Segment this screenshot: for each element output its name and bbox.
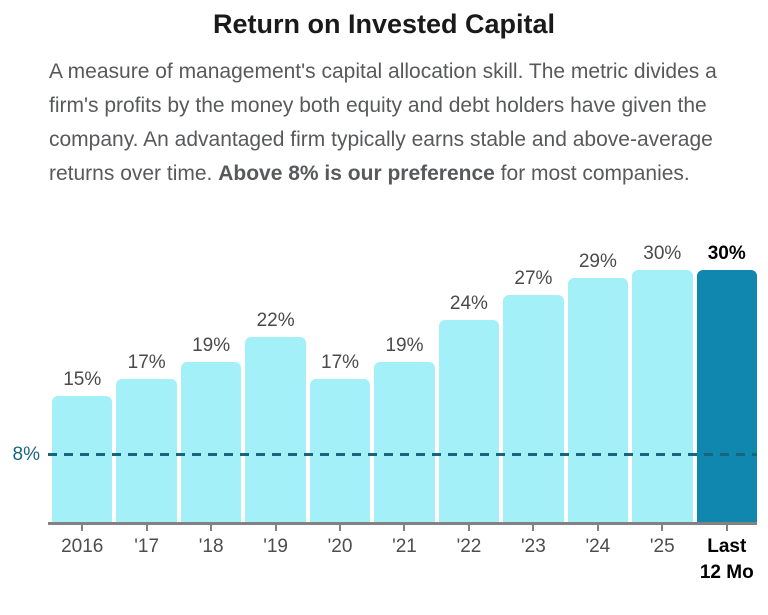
bar-cell--18: 19%: [180, 243, 242, 522]
bar-value-label: 30%: [707, 243, 746, 264]
x-axis-cell: '20: [310, 525, 370, 586]
x-axis-tick: [145, 525, 148, 531]
x-axis-label: '19: [263, 536, 288, 557]
x-axis-cell: '19: [245, 525, 305, 586]
x-axis-label: Last 12 Mo: [699, 536, 754, 583]
x-axis-tick: [661, 525, 664, 531]
bar: [245, 337, 306, 522]
bar-value-label: 22%: [256, 310, 295, 331]
bar: [503, 295, 564, 522]
x-axis-label: 2016: [61, 536, 104, 557]
bar: [438, 320, 500, 522]
bar-cell--19: 22%: [245, 243, 306, 522]
bar-cell-last-12-mo: 30%: [696, 243, 757, 522]
x-axis-tick: [81, 525, 84, 531]
bar-value-label: 30%: [643, 243, 682, 264]
roic-bar-chart: 15% 17% 19% 22% 17% 19% 24% 27% 29% 30% 30% 8% 201…: [0, 243, 768, 615]
page-title: Return on Invested Capital: [212, 9, 556, 39]
x-axis-label: '18: [198, 536, 224, 557]
bar: [374, 362, 435, 522]
x-axis-tick: [467, 525, 470, 531]
bar-value-label: 15%: [63, 369, 102, 390]
bar: [180, 362, 242, 522]
bar-value-label: 19%: [192, 335, 231, 356]
bar-cell--20: 17%: [309, 243, 371, 522]
x-axis-label: '24: [585, 536, 611, 557]
x-axis-cell: 2016: [52, 525, 112, 586]
x-axis-cell: '22: [439, 525, 499, 586]
x-axis-labels: 2016 '17 '18 '19 '20 '21 '22 '23 '24 '25 Last 12 M…: [52, 525, 757, 586]
x-axis-tick: [532, 525, 535, 531]
x-axis-cell: '21: [374, 525, 434, 586]
bar-value-label: 27%: [514, 268, 553, 289]
bar: [632, 270, 693, 522]
bar-value-label: 19%: [385, 335, 424, 356]
bar-cell--24: 29%: [567, 243, 629, 522]
metric-description: A measure of management's capital alloca…: [49, 55, 736, 191]
x-axis-cell: '17: [116, 525, 176, 586]
x-axis-cell: '25: [632, 525, 692, 586]
bars-container: 15% 17% 19% 22% 17% 19% 24% 27% 29% 30% 30%: [52, 243, 757, 522]
x-axis-tick: [339, 525, 342, 531]
x-axis-tick: [725, 525, 728, 531]
bar: [116, 379, 177, 522]
description-text: A measure of management's capital alloca…: [49, 60, 717, 185]
bar-value-label: 17%: [321, 352, 360, 373]
x-axis-label: '20: [327, 536, 353, 557]
bar-cell--17: 17%: [116, 243, 177, 522]
bar-value-label: 29%: [578, 251, 617, 272]
x-axis-cell: '24: [568, 525, 628, 586]
x-axis-tick: [596, 525, 599, 531]
reference-line-label: 8%: [12, 444, 40, 465]
bar-cell--25: 30%: [632, 243, 693, 522]
bar: [52, 396, 113, 522]
x-axis-label: '25: [649, 536, 675, 557]
x-axis-line: [48, 522, 757, 525]
description-tail-text: for most companies.: [494, 162, 690, 185]
x-axis-label: '21: [392, 536, 417, 557]
bar-value-label: 24%: [449, 293, 488, 314]
x-axis-label: '17: [134, 536, 160, 557]
x-axis-label: '23: [521, 536, 546, 557]
bar: [309, 379, 371, 522]
bar: [567, 278, 629, 522]
bar-highlighted: [696, 270, 757, 522]
bar-cell--23: 27%: [503, 243, 564, 522]
bar-cell-2016: 15%: [52, 243, 113, 522]
x-axis-label: '22: [456, 536, 482, 557]
bar-cell--22: 24%: [438, 243, 500, 522]
x-axis-cell: '18: [181, 525, 241, 586]
bar-value-label: 17%: [127, 352, 166, 373]
bar-cell--21: 19%: [374, 243, 435, 522]
reference-line-8-percent: [48, 453, 757, 456]
description-bold-text: Above 8% is our preference: [218, 162, 495, 185]
x-axis-tick: [403, 525, 406, 531]
x-axis-cell: Last 12 Mo: [697, 525, 757, 586]
x-axis-tick: [274, 525, 277, 531]
x-axis-tick: [210, 525, 213, 531]
x-axis-cell: '23: [503, 525, 563, 586]
